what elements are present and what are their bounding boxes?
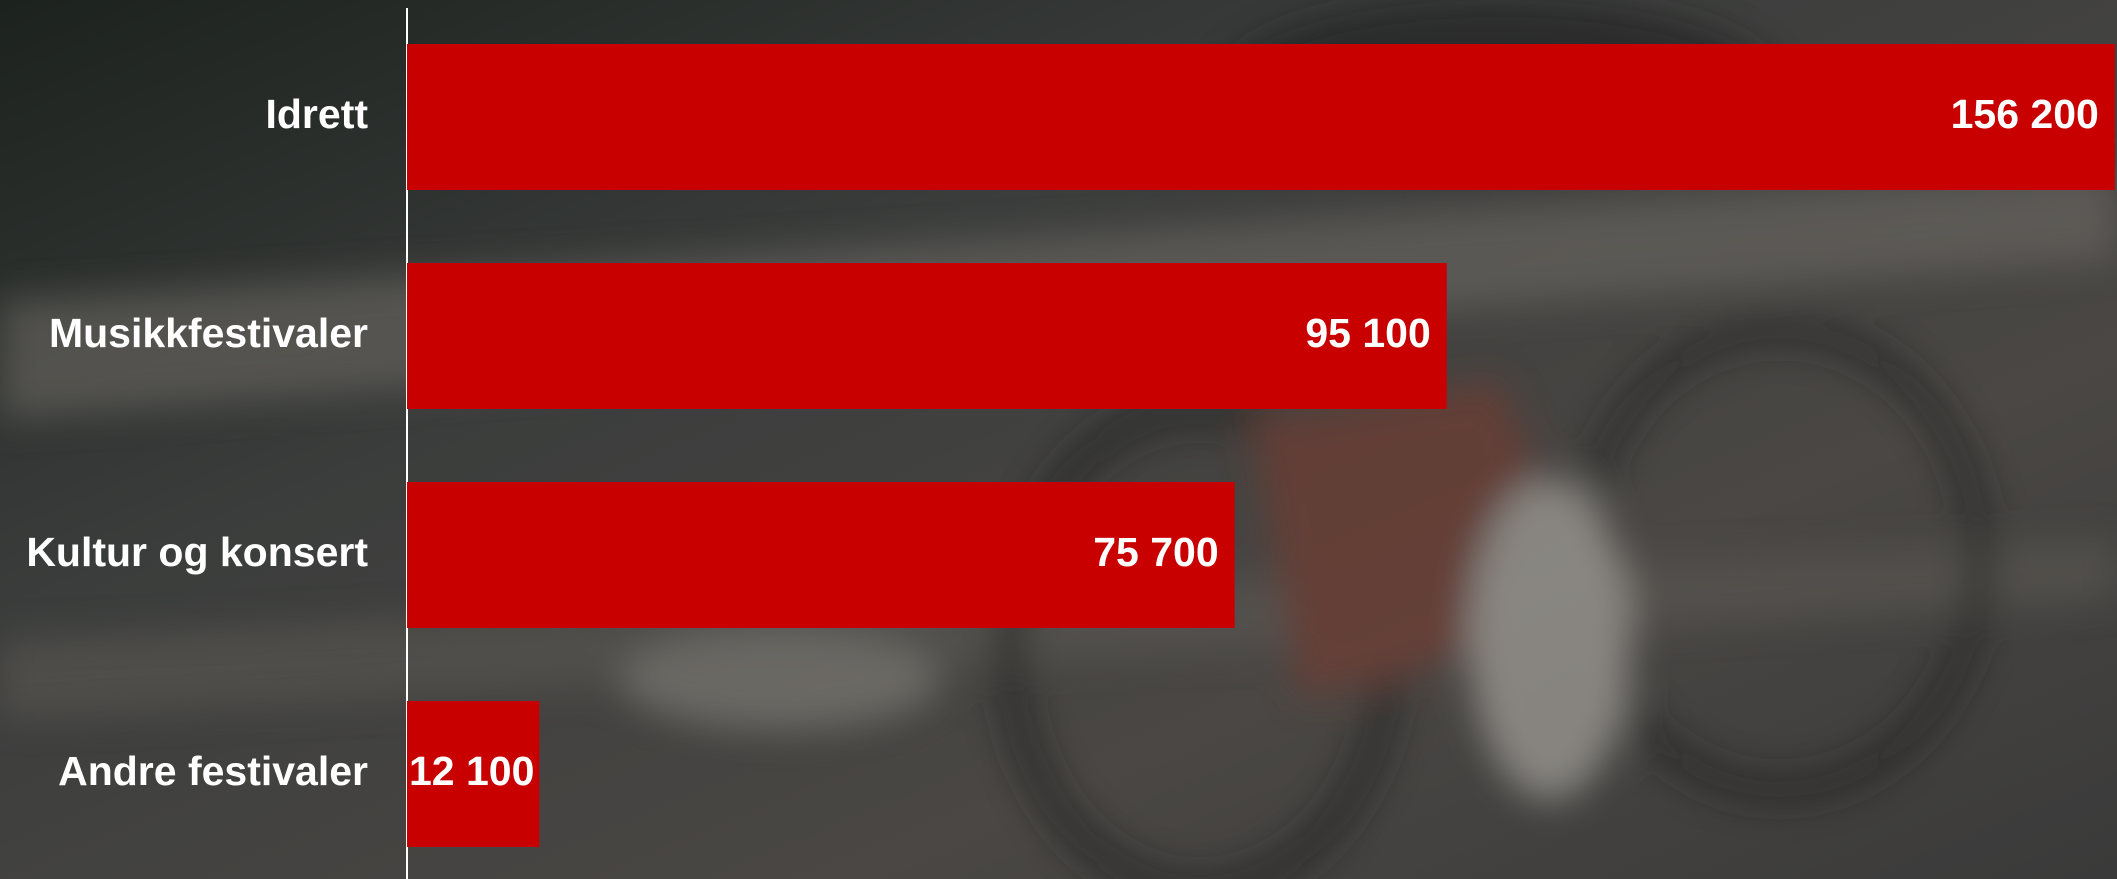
- value-label: 12 100: [409, 748, 534, 794]
- value-label: 95 100: [1305, 310, 1430, 356]
- value-label: 75 700: [1093, 529, 1218, 575]
- category-label: Kultur og konsert: [26, 529, 368, 575]
- value-label: 156 200: [1951, 91, 2099, 137]
- chart: Idrett 156 200 Musikkfestivaler 95 100 Kultu…: [0, 0, 2117, 879]
- category-label: Musikkfestivaler: [49, 310, 368, 356]
- category-label: Idrett: [266, 91, 369, 137]
- bar: [407, 263, 1447, 409]
- category-label: Andre festivaler: [58, 748, 368, 794]
- bar: [407, 44, 2115, 190]
